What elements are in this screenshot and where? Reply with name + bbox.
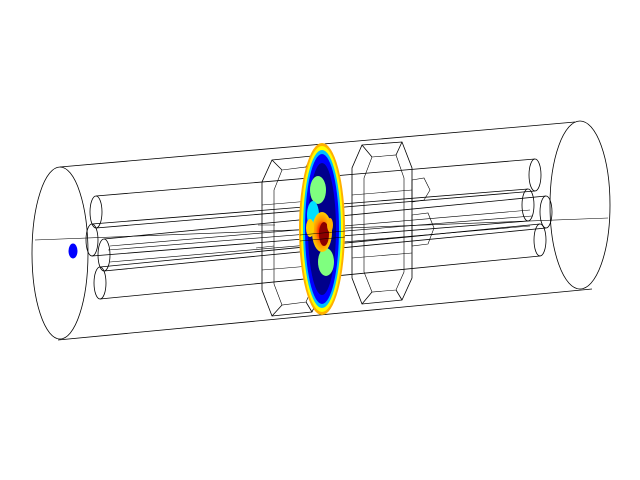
slice-yellow-spot: [327, 218, 333, 232]
outer-cylinder-left-cap: [31, 166, 89, 340]
slice-hot-core-inner: [319, 222, 329, 246]
spacer-grid-right: [351, 141, 435, 305]
outer-cylinder-top-edge: [59, 121, 576, 168]
source-marker[interactable]: [68, 243, 78, 259]
outer-cylinder-bottom-edge: [57, 288, 593, 341]
slice-yellow-spot: [306, 219, 314, 237]
outer-cylinder-right-cap: [549, 120, 611, 290]
temperature-slice[interactable]: [299, 143, 346, 315]
slice-green-spot: [310, 176, 326, 204]
slice-green-spot: [318, 248, 334, 276]
